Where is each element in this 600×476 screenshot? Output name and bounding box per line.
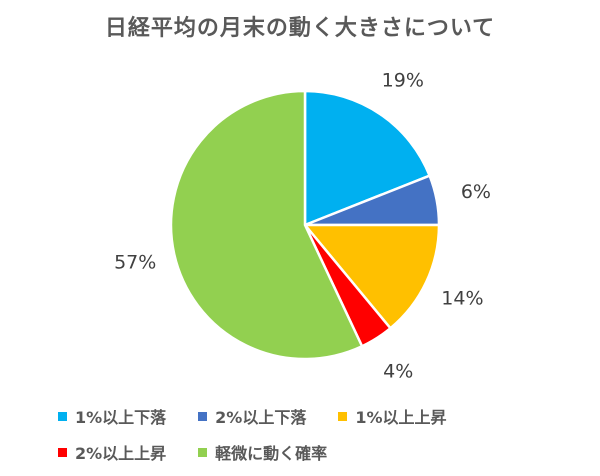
legend-swatch-2pct-up: [58, 447, 67, 457]
legend-label-1pct-down: 1%以上下落: [75, 408, 167, 427]
legend-row-1: 1%以上下落 2%以上下落 1%以上上昇: [58, 398, 578, 434]
legend-swatch-2pct-down: [198, 411, 208, 421]
legend-label-1pct-up: 1%以上上昇: [355, 408, 447, 427]
data-label-2pct-up: 4%: [383, 360, 413, 382]
legend-swatch-1pct-down: [58, 411, 67, 421]
legend-label-minor-move: 軽微に動く確率: [215, 444, 328, 463]
data-label-1pct-down: 19%: [382, 70, 424, 92]
slice-minor-move: [169, 89, 364, 361]
chart-title: 日経平均の月末の動く大きさについて: [104, 16, 496, 41]
legend-item-1pct-up: 1%以上上昇: [338, 404, 447, 428]
slice-1pct-up: [303, 223, 441, 330]
slice-1pct-down: [303, 89, 431, 227]
data-label-minor-move: 57%: [114, 252, 156, 274]
legend-label-2pct-up: 2%以上上昇: [75, 444, 167, 463]
legend-item-2pct-down: 2%以上下落: [198, 404, 306, 428]
legend-label-2pct-down: 2%以上下落: [215, 408, 307, 427]
legend-item-2pct-up: 2%以上上昇: [58, 440, 166, 464]
legend-swatch-1pct-up: [338, 411, 348, 421]
legend: 1%以上下落 2%以上下落 1%以上上昇 2%以上上昇 軽微に動く確率: [58, 398, 578, 470]
legend-swatch-minor-move: [198, 447, 208, 457]
data-label-1pct-up: 14%: [441, 288, 483, 310]
legend-item-1pct-down: 1%以上下落: [58, 404, 166, 428]
legend-row-2: 2%以上上昇 軽微に動く確率: [58, 434, 578, 470]
data-label-2pct-down: 6%: [461, 181, 491, 203]
legend-item-minor-move: 軽微に動く確率: [198, 440, 327, 464]
